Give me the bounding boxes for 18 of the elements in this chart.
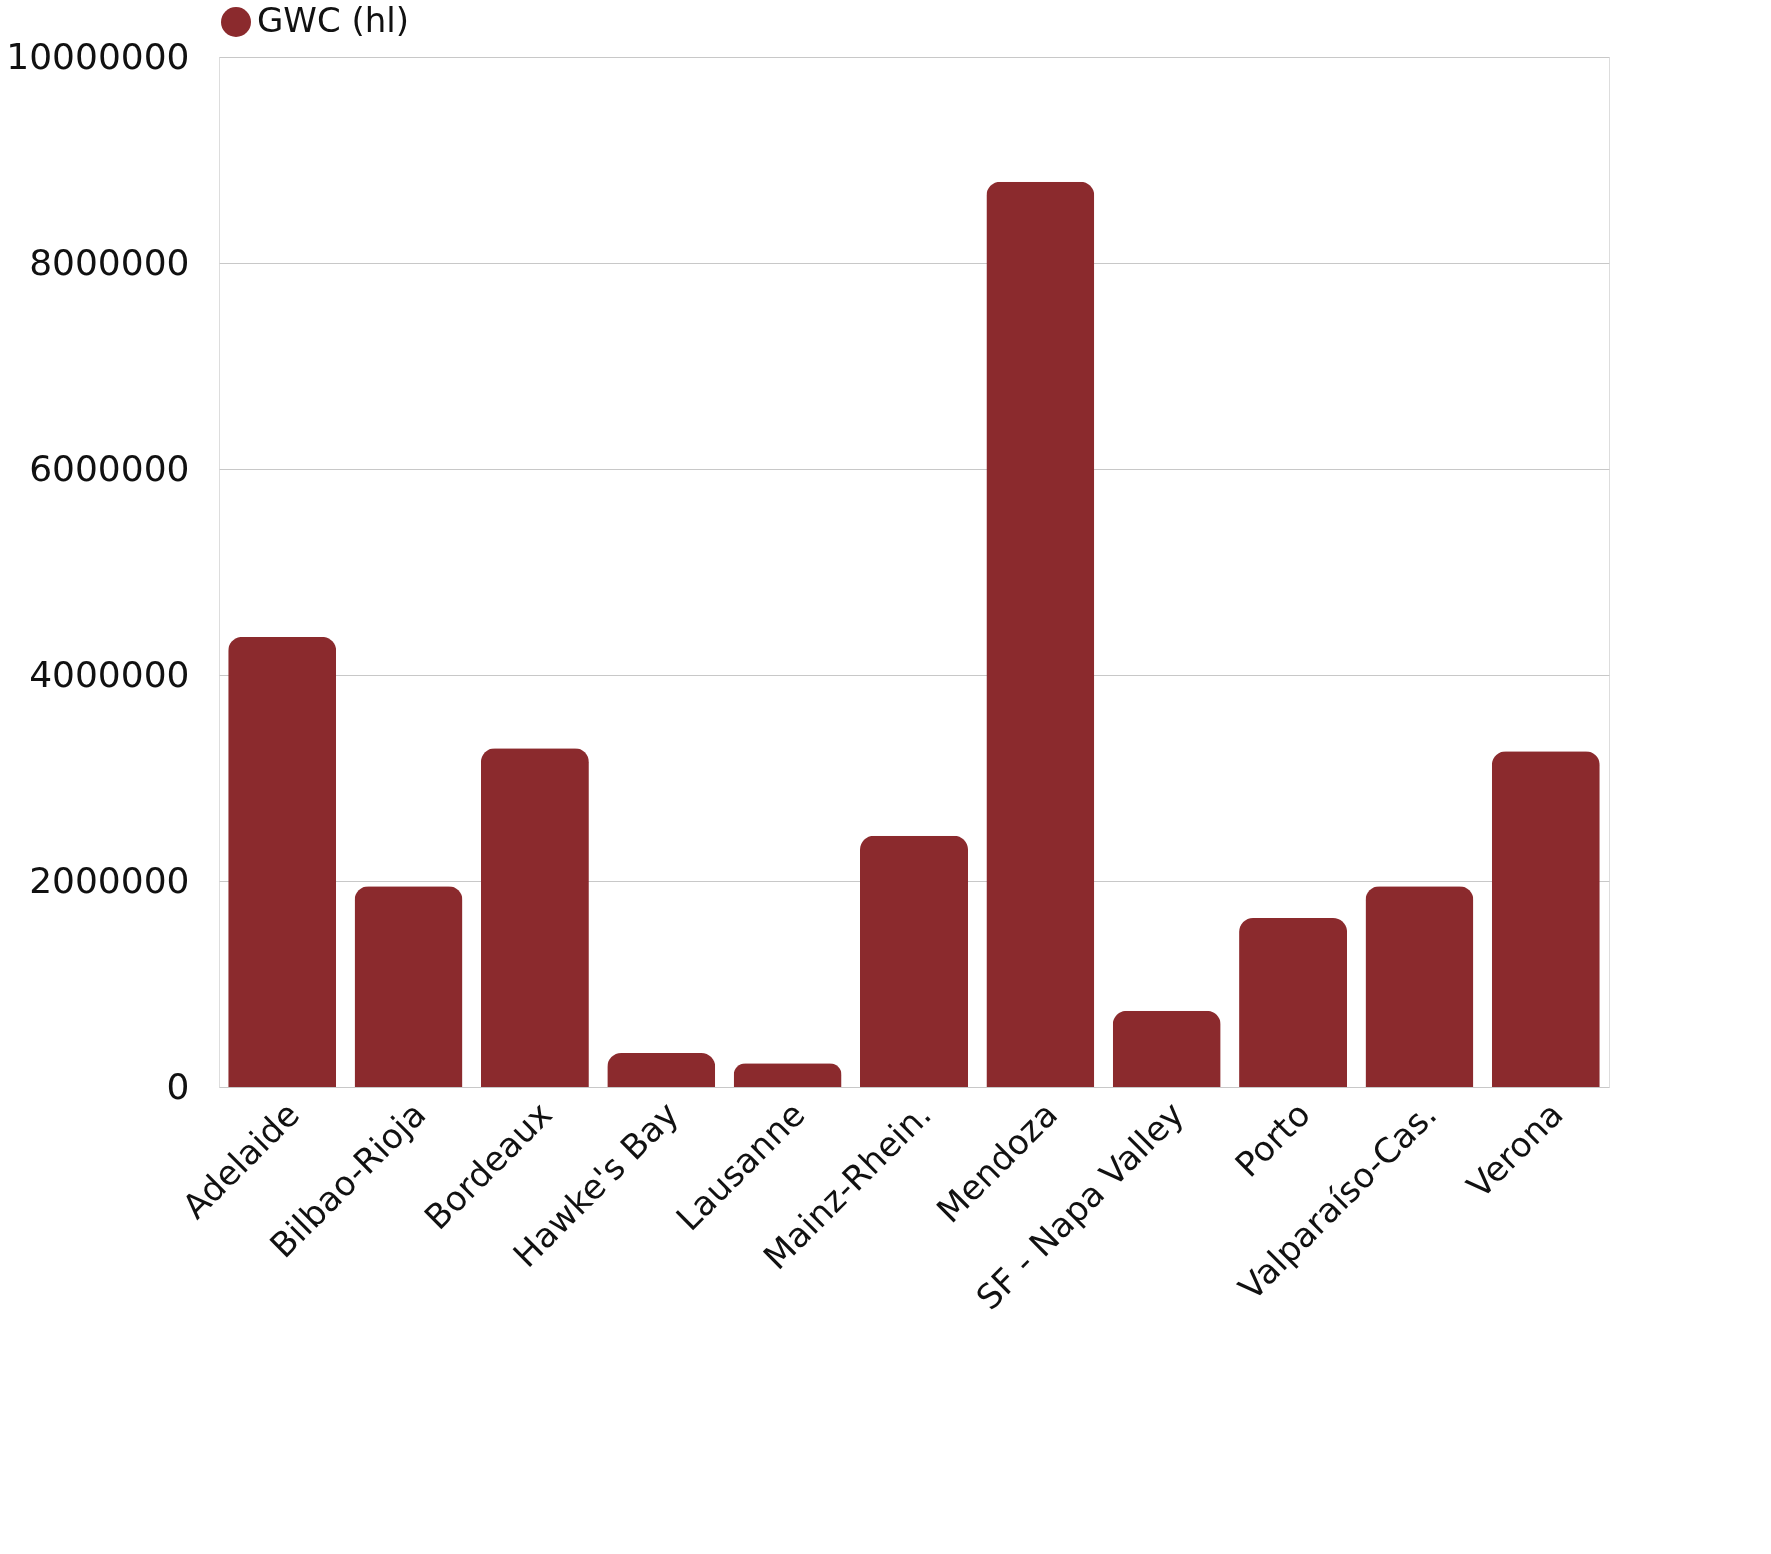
bar <box>480 748 589 1087</box>
bar <box>1365 886 1474 1087</box>
y-tick-label: 0 <box>166 1065 190 1107</box>
bar <box>607 1053 716 1087</box>
bar <box>1239 918 1348 1087</box>
y-tick-label: 6000000 <box>29 447 190 489</box>
bar <box>354 886 463 1087</box>
y-tick-label: 2000000 <box>29 859 190 901</box>
bar <box>986 181 1095 1087</box>
bar <box>228 636 337 1087</box>
bar <box>733 1063 842 1087</box>
y-tick-label: 8000000 <box>29 241 190 283</box>
y-tick-label: 10000000 <box>6 35 190 77</box>
bar <box>1112 1010 1221 1087</box>
y-tick-label: 4000000 <box>29 653 190 695</box>
legend-label: GWC (hl) <box>257 0 410 40</box>
bar <box>860 835 968 1087</box>
bar <box>1491 751 1600 1087</box>
